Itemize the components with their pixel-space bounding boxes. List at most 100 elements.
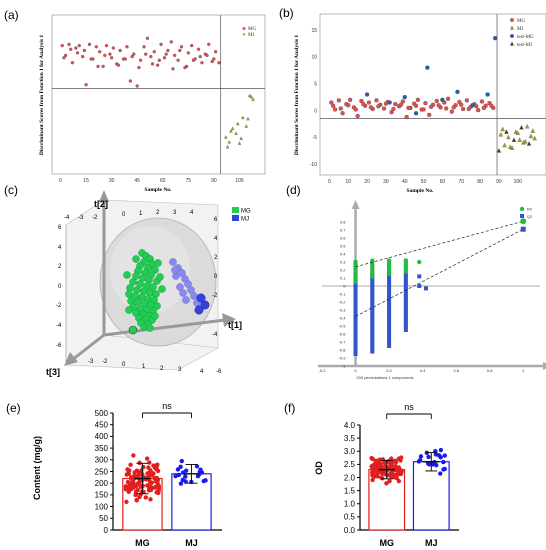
panel-d-point-q2 [353,331,358,336]
panel-c-point-mj [182,296,190,304]
panel-a-frame [51,14,266,175]
panel-b-xtick-label: 10 [345,179,351,185]
panel-f-ytick-label: 2.5 [344,460,356,469]
panel-a-point-mg [191,58,196,62]
panel-d-point-q2 [387,341,392,346]
panel-c-tick: 4 [214,236,218,242]
panel-b-point-mg [366,100,372,105]
panel-a-point-mg [77,43,81,48]
panel-d-xtick-label: 0.6 [453,368,459,373]
panel-a-point-mg [96,64,100,69]
panel-d-point-q2 [387,297,392,302]
panel-a-xtick-label: 90 [211,178,217,184]
panel-c-tick: -6 [216,369,222,375]
panel-f-ytick-label: 2.0 [344,473,356,482]
panel-b-xtick-label: 50 [421,179,427,185]
panel-e-point-mg [128,462,133,468]
panel-b-point-mj [502,142,507,148]
panel-d-point-q2 [370,293,375,298]
panel-b-chart: Discriminant Scores from Function 1 for … [294,13,546,194]
panel-e-point-mg [144,456,150,461]
panel-d-point-q2 [353,290,358,295]
panel-d-legend-r2: R2 [527,207,533,212]
panel-a-point-mg [98,50,102,54]
panel-f-point-mg [393,464,398,469]
panel-c-point-mj [171,266,179,274]
panel-a-point-mg [213,50,218,54]
panel-d-point-q2 [353,308,358,313]
panel-d-ytick-label: 0 [343,283,346,288]
panel-d-point-q2 [403,276,408,281]
panel-d-point-q2 [387,344,392,348]
panel-d-point-q2 [387,310,392,315]
panel-f-point-mj [438,455,443,460]
panel-f-point-mg [389,461,394,466]
panel-c-tick: 2 [160,366,164,372]
panel-d-point-q2 [353,285,358,290]
panel-a-point-mg [210,59,214,64]
panel-b-point-mg [353,107,358,112]
panel-c-tick: 0 [122,212,126,218]
panel-f-ytick-label: 1.0 [344,500,356,509]
panel-a-point-mg [212,57,216,61]
panel-c-axis-t1 [103,318,226,337]
panel-d-point-q2 [403,289,408,294]
panel-b-point-mg [466,106,471,112]
panel-a-point-mg [103,53,107,58]
panel-a-point-mg [87,42,92,47]
panel-c-axis-t1-arrow [222,313,236,327]
panel-d-point-q2 [403,312,408,317]
panel-e-point-mj [179,458,184,464]
panel-d-point-q2 [370,280,375,285]
panel-d-ytick-label: -0.3 [339,307,347,312]
panel-d-point-q2 [387,326,392,331]
panel-c-tick: -4 [212,332,218,338]
panel-f-point-mg [373,462,378,467]
panel-f-xtick-label: MG [379,538,394,548]
panel-c-point-mg [158,285,166,293]
panel-a-point-mg [155,63,160,67]
panel-a-point-mg [63,53,68,58]
panel-d-point-q2 [403,281,408,286]
panel-b-ytick-label: -5 [313,135,318,141]
panel-d-point-q2 [403,294,408,299]
panel-c-point-mg [156,273,164,281]
panel-b-point-mg [434,98,439,104]
panel-b-point-mg [389,110,394,115]
panel-d-point-r2 [370,258,375,263]
panel-a-point-mg [74,46,78,50]
panel-f-point-mg [382,460,387,465]
panel-d-point-q2 [353,318,358,323]
panel-c-tick: 2 [214,255,218,261]
panel-a-point-mg [123,57,127,61]
panel-f-point-mg [388,464,393,470]
panel-d-point-q2 [387,323,392,328]
panel-f-ytick-label: 0.0 [344,526,356,535]
panel-d-point-q2 [423,286,428,291]
panel-d-point-q2 [370,336,375,341]
panel-c-point-mg [132,255,140,263]
panel-c-point-mj [169,258,177,266]
panel-c-point-mj [190,292,198,300]
panel-b-point-test-mj [496,148,502,153]
panel-f-point-mj [438,447,444,453]
panel-d-point-q2 [353,295,358,300]
panel-a-ylabel: Discriminant Scores from Function 1 for … [39,35,45,155]
panel-b-point-mg [398,102,404,107]
panel-b-ytick-label: 5 [314,81,317,87]
panel-e-point-mj [203,478,208,483]
panel-d-point-q2 [370,306,375,311]
panel-d-point-q2 [370,285,375,290]
panel-e-point-mj [194,464,200,469]
panel-e-point-mg [146,474,151,479]
panel-d-point-q2 [353,352,358,356]
panel-b-ylabel: Discriminant Scores from Function 1 for … [294,35,300,155]
panel-e-point-mg [133,489,139,495]
panel-b-point-mg [451,105,456,110]
panel-d-point-q2 [370,283,375,288]
panel-a-point-mj [225,144,230,149]
panel-b-point-mg [423,100,428,106]
panel-b-xtick-label: 60 [440,179,446,185]
panel-d-point-q2 [370,308,375,313]
panel-c-point-mg [136,280,144,288]
